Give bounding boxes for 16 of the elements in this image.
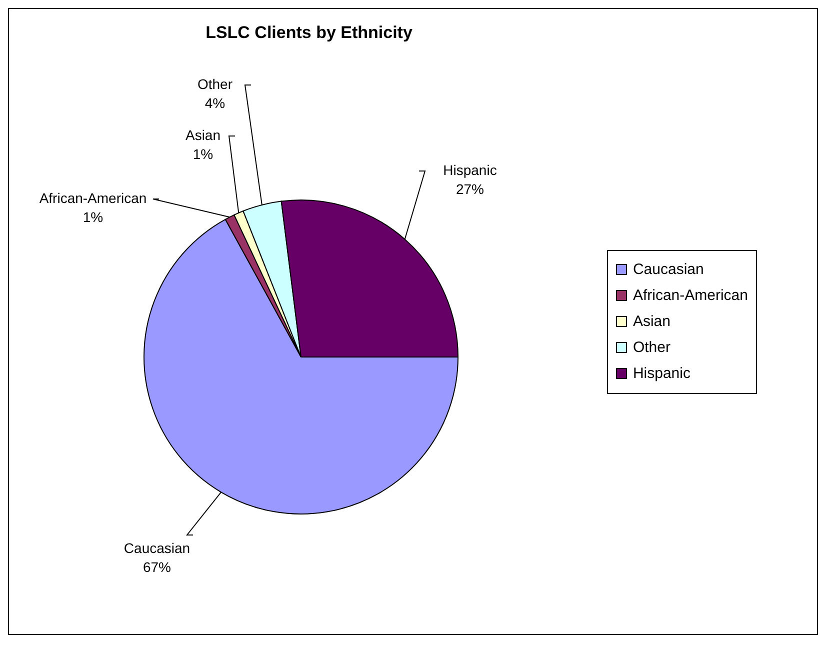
legend-label: African-American [632,287,748,304]
legend-label: Other [632,339,670,356]
chart-title: LSLC Clients by Ethnicity [204,23,414,43]
legend-label: Asian [632,313,670,330]
data-label: 4% [204,95,226,111]
data-label: 1% [192,146,214,162]
slice-label: Hispanic [443,162,497,178]
slice-label: Caucasian [124,540,190,556]
slice-label: Other [197,76,233,92]
legend-label: Hispanic [632,365,690,382]
legend-label: Caucasian [632,261,704,278]
data-label: 1% [82,209,104,225]
data-label: 27% [456,181,484,197]
slice-label: Asian [185,127,221,143]
data-label: 67% [142,559,172,575]
slice-label: African-American [39,190,147,206]
